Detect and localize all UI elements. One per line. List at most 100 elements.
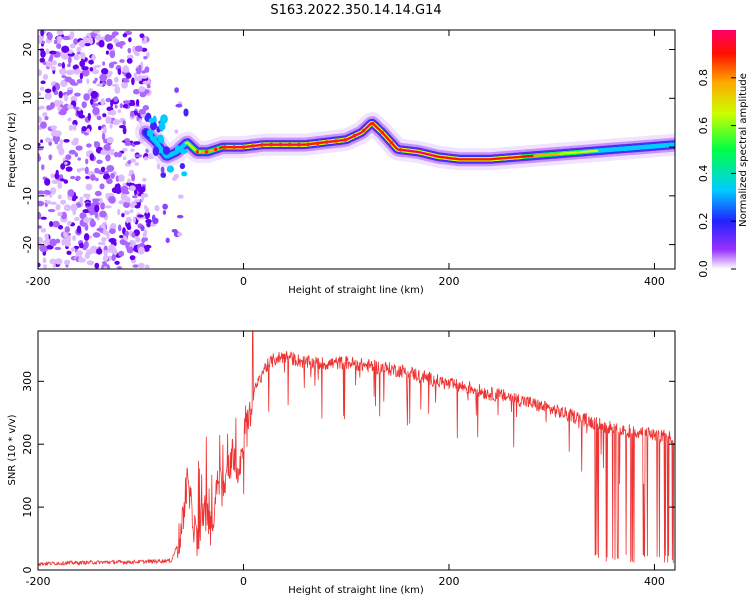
noise-blob xyxy=(176,214,184,219)
noise-blob xyxy=(92,103,99,107)
noise-blob xyxy=(60,79,68,88)
noise-blob xyxy=(92,69,100,75)
noise-blob xyxy=(102,61,106,66)
noise-blob xyxy=(77,157,81,161)
noise-blob xyxy=(106,136,114,144)
noise-blob xyxy=(94,141,98,146)
noise-blob xyxy=(38,190,45,195)
noise-blob xyxy=(79,60,86,68)
noise-blob xyxy=(105,50,109,55)
noise-blob xyxy=(118,200,125,205)
noise-blob xyxy=(99,73,108,82)
noise-blob xyxy=(132,195,138,199)
noise-blob xyxy=(133,72,138,78)
noise-blob xyxy=(105,192,109,200)
noise-blob xyxy=(90,98,94,106)
turbulence-blob xyxy=(166,165,175,173)
noise-blob xyxy=(78,257,86,263)
noise-blob xyxy=(114,104,118,109)
noise-blob xyxy=(117,68,122,75)
noise-blob xyxy=(41,164,45,171)
noise-blob xyxy=(52,60,57,66)
noise-blob xyxy=(127,47,132,54)
noise-blob xyxy=(162,210,167,215)
noise-blob xyxy=(101,237,107,242)
noise-blob xyxy=(76,109,84,117)
noise-blob xyxy=(114,85,121,94)
noise-blob xyxy=(38,225,42,229)
noise-blob xyxy=(131,173,136,182)
noise-blob xyxy=(117,224,122,232)
noise-blob xyxy=(98,125,102,131)
noise-blob xyxy=(122,156,127,161)
colorbar-ticks: 0.0 0.2 0.4 0.6 0.8 xyxy=(697,69,736,278)
noise-blob xyxy=(122,100,131,104)
noise-blob xyxy=(92,66,97,70)
ridge-point xyxy=(213,147,218,152)
x-tick-label: -200 xyxy=(26,275,51,288)
noise-blob xyxy=(62,35,71,41)
noise-blob xyxy=(45,48,50,55)
noise-blob xyxy=(103,249,108,257)
colorbar-tick-label: 0.4 xyxy=(697,165,710,183)
noise-blob xyxy=(129,255,136,261)
ridge-point xyxy=(204,150,209,154)
noise-blob xyxy=(177,232,183,237)
noise-blob xyxy=(53,130,61,137)
noise-blob xyxy=(109,228,116,235)
noise-blob xyxy=(131,232,136,238)
ridge-point xyxy=(232,145,236,149)
noise-blob xyxy=(64,161,68,165)
noise-blob xyxy=(103,126,107,134)
noise-blob xyxy=(78,114,86,119)
noise-blob xyxy=(121,213,125,218)
noise-blob xyxy=(174,87,179,93)
noise-blob xyxy=(134,76,141,82)
turbulence-blob xyxy=(160,172,167,178)
noise-blob xyxy=(67,220,72,226)
noise-blob xyxy=(58,90,63,99)
ridge-point xyxy=(361,128,366,133)
ridge-point xyxy=(287,142,292,147)
noise-blob xyxy=(103,173,110,180)
noise-blob xyxy=(40,139,44,143)
noise-blob xyxy=(70,175,76,180)
noise-blob xyxy=(86,260,95,266)
noise-blob xyxy=(127,160,132,165)
noise-blob xyxy=(49,238,57,247)
ridge-point xyxy=(260,143,264,147)
noise-blob xyxy=(72,235,77,241)
noise-blob xyxy=(109,50,116,59)
snr-axes-frame xyxy=(37,330,676,571)
noise-blob xyxy=(122,182,128,187)
noise-blob xyxy=(71,140,79,146)
noise-blob xyxy=(88,59,94,65)
ridge-point xyxy=(250,144,255,148)
noise-blob xyxy=(137,214,144,218)
noise-blob xyxy=(92,107,100,115)
noise-blob xyxy=(73,54,80,61)
noise-blob xyxy=(40,30,45,37)
spectrogram-ylabel: Frequency (Hz) xyxy=(7,112,18,188)
noise-blob xyxy=(128,101,136,106)
noise-blob xyxy=(74,92,81,97)
noise-blob xyxy=(65,241,71,247)
noise-blob xyxy=(63,94,69,102)
noise-blob xyxy=(44,178,51,186)
noise-blob xyxy=(52,134,61,143)
noise-blob xyxy=(70,247,76,252)
ridge-point xyxy=(398,148,403,152)
noise-blob xyxy=(124,138,130,142)
snr-xlabel: Height of straight line (km) xyxy=(288,585,424,596)
noise-blob xyxy=(81,66,89,71)
noise-blob xyxy=(92,232,101,238)
y-tick-label: 10 xyxy=(21,91,34,105)
turbulence-blob xyxy=(183,108,189,117)
noise-blob xyxy=(134,199,140,203)
noise-blob xyxy=(142,177,147,182)
x-tick-label: 0 xyxy=(240,275,247,288)
noise-blob xyxy=(130,110,135,118)
noise-blob xyxy=(134,204,141,209)
